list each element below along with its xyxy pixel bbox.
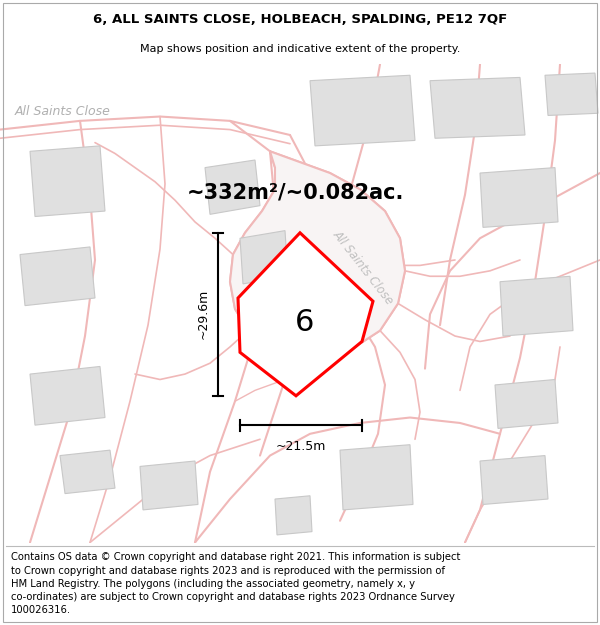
Polygon shape (30, 146, 105, 216)
Text: 6, ALL SAINTS CLOSE, HOLBEACH, SPALDING, PE12 7QF: 6, ALL SAINTS CLOSE, HOLBEACH, SPALDING,… (93, 13, 507, 26)
Polygon shape (230, 151, 405, 358)
Polygon shape (430, 78, 525, 138)
Polygon shape (240, 231, 288, 284)
Polygon shape (20, 247, 95, 306)
Polygon shape (205, 160, 260, 214)
Polygon shape (140, 461, 198, 510)
Text: Contains OS data © Crown copyright and database right 2021. This information is : Contains OS data © Crown copyright and d… (11, 552, 460, 615)
Text: 6: 6 (295, 309, 314, 338)
Polygon shape (500, 276, 573, 336)
Text: All Saints Close: All Saints Close (15, 104, 111, 118)
Polygon shape (238, 232, 373, 396)
Polygon shape (310, 75, 415, 146)
Polygon shape (30, 366, 105, 425)
Polygon shape (60, 450, 115, 494)
Polygon shape (275, 496, 312, 535)
Text: All Saints Close: All Saints Close (330, 228, 396, 307)
Polygon shape (480, 168, 558, 228)
Polygon shape (480, 456, 548, 504)
Text: ~29.6m: ~29.6m (197, 289, 210, 339)
Polygon shape (340, 445, 413, 510)
Text: Map shows position and indicative extent of the property.: Map shows position and indicative extent… (140, 44, 460, 54)
Polygon shape (545, 73, 598, 116)
Polygon shape (495, 379, 558, 428)
Text: ~332m²/~0.082ac.: ~332m²/~0.082ac. (187, 182, 404, 203)
Text: ~21.5m: ~21.5m (276, 441, 326, 453)
